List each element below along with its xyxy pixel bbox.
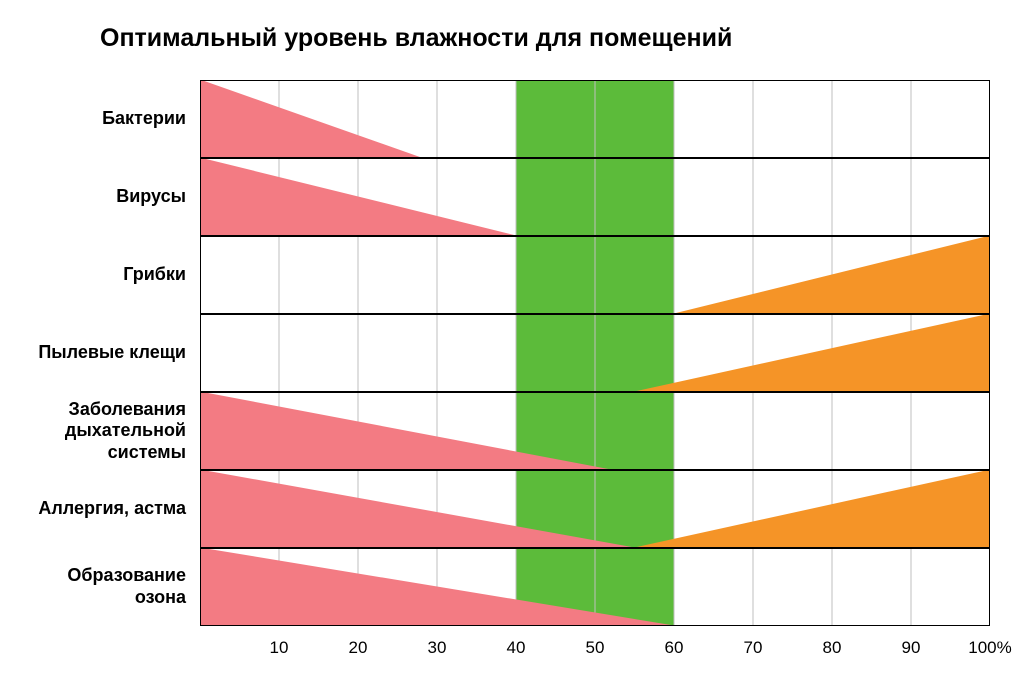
row-label: Заболевания дыхательной системы: [65, 399, 186, 464]
x-tick: 70: [744, 638, 763, 658]
x-tick: 90: [902, 638, 921, 658]
row-labels: Бактерии Вирусы Грибки Пылевые клещи Заболев…: [0, 80, 186, 626]
x-tick: 60: [665, 638, 684, 658]
row-label: Аллергия, астма: [38, 498, 186, 520]
page: Оптимальный уровень влажности для помеще…: [0, 0, 1016, 692]
row-label: Вирусы: [116, 186, 186, 208]
chart-svg: [200, 80, 990, 626]
chart-title: Оптимальный уровень влажности для помеще…: [100, 24, 732, 53]
x-tick: 50: [586, 638, 605, 658]
row-label: Грибки: [123, 264, 186, 286]
row-label: Бактерии: [102, 108, 186, 130]
x-axis-ticks: 102030405060708090100%: [200, 638, 990, 668]
x-tick: 80: [823, 638, 842, 658]
chart-frame: [200, 80, 990, 626]
x-tick: 10: [270, 638, 289, 658]
row-label: Образование озона: [67, 565, 186, 608]
x-tick: 30: [428, 638, 447, 658]
x-tick: 20: [349, 638, 368, 658]
x-tick: 100%: [968, 638, 1011, 658]
row-label: Пылевые клещи: [38, 342, 186, 364]
x-tick: 40: [507, 638, 526, 658]
